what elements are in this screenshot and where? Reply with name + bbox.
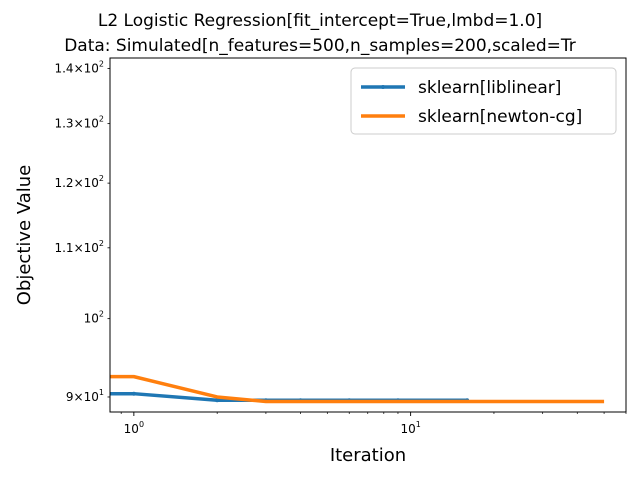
legend-label-0: sklearn[liblinear] <box>418 78 561 98</box>
series-line-1 <box>110 374 605 404</box>
x-tick-label: 101 <box>400 420 420 436</box>
y-axis: 9×101 102 1.1×102 1.2×102 1.3×102 1.4×102 <box>54 60 110 404</box>
y-tick-label: 1.4×102 <box>54 60 104 76</box>
y-tick-label: 1.1×102 <box>54 239 104 255</box>
x-axis: 100 101 <box>120 412 627 436</box>
y-tick-label: 9×101 <box>66 388 104 404</box>
y-axis-label: Objective Value <box>14 165 35 306</box>
legend-label-1: sklearn[newton-cg] <box>418 107 582 127</box>
y-tick-label: 1.3×102 <box>54 115 104 131</box>
x-axis-label: Iteration <box>330 445 406 466</box>
series-layer <box>49 374 605 404</box>
chart-title-line-1: L2 Logistic Regression[fit_intercept=Tru… <box>97 11 543 31</box>
legend: sklearn[liblinear] sklearn[newton-cg] <box>350 67 617 135</box>
data-point <box>131 391 136 396</box>
data-point <box>215 398 220 403</box>
y-tick-label: 1.2×102 <box>54 174 104 190</box>
chart-title-line-2: Data: Simulated[n_features=500,n_samples… <box>64 36 576 56</box>
y-tick-label: 102 <box>84 310 104 326</box>
legend-marker <box>381 85 385 89</box>
legend-box <box>350 67 617 135</box>
data-point <box>49 392 53 396</box>
x-tick-label: 100 <box>124 420 144 436</box>
